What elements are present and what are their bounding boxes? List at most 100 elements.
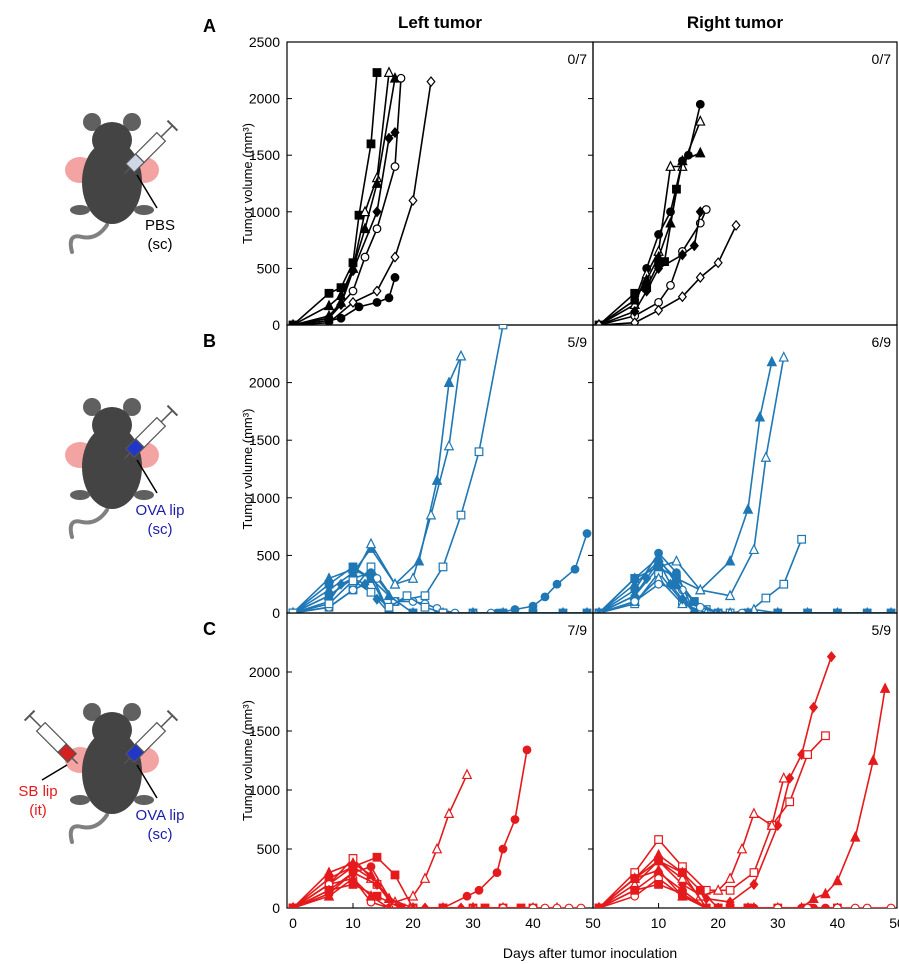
data-point	[629, 293, 640, 305]
series-line	[292, 568, 587, 613]
data-point	[695, 146, 706, 158]
data-point	[372, 68, 382, 77]
data-point	[498, 903, 508, 908]
data-point	[743, 903, 753, 908]
series-line	[598, 871, 838, 908]
injection-label: OVA lip	[136, 807, 185, 824]
data-point	[348, 296, 358, 308]
syringe-icon	[123, 404, 179, 460]
series-line	[598, 152, 701, 325]
left-injection-route-label: (it)	[29, 802, 47, 819]
data-point	[666, 280, 675, 290]
injection-label: OVA lip	[136, 502, 185, 519]
data-point	[510, 605, 520, 613]
y-tick-label: 1500	[249, 432, 280, 448]
data-point	[324, 316, 334, 325]
series-3	[289, 72, 401, 325]
data-point	[407, 572, 419, 583]
syringe-barrel	[134, 416, 167, 449]
data-point	[630, 597, 640, 606]
series-line	[598, 539, 803, 613]
data-point	[737, 608, 747, 613]
data-point	[365, 537, 377, 549]
data-point	[288, 320, 298, 325]
data-point	[886, 903, 896, 908]
series-line	[292, 856, 533, 908]
y-tick-label: 0	[272, 900, 280, 916]
series-line	[598, 778, 785, 908]
data-point	[438, 903, 448, 908]
mouse-illustration-B: OVA lip (sc)	[65, 398, 185, 539]
series-line	[598, 559, 778, 613]
data-point	[390, 273, 400, 282]
data-point	[498, 844, 508, 854]
data-point	[797, 534, 807, 544]
plot-frame	[592, 612, 898, 909]
series-line	[292, 72, 378, 325]
y-tick-label: 1500	[249, 147, 280, 163]
y-tick-label: 500	[257, 260, 281, 276]
y-tick-label: 2500	[249, 34, 280, 50]
series-line	[598, 189, 678, 325]
injection-route-label: (sc)	[148, 521, 173, 538]
syringe-handle	[166, 119, 179, 132]
data-point	[654, 856, 663, 866]
data-point	[498, 325, 508, 330]
data-point	[492, 868, 502, 877]
data-point	[736, 842, 748, 854]
series-line	[292, 78, 396, 325]
leader-line	[136, 459, 158, 494]
data-point	[808, 701, 819, 713]
data-point	[695, 206, 705, 218]
data-point	[347, 563, 359, 574]
data-point	[803, 903, 812, 908]
data-point	[324, 885, 334, 895]
y-tick-label: 2000	[249, 664, 280, 680]
mouse-tail	[68, 508, 109, 539]
y-tick-label: 0	[272, 317, 280, 333]
data-point	[594, 319, 604, 325]
data-point	[383, 66, 395, 77]
data-point	[654, 835, 663, 844]
series-1	[595, 355, 778, 613]
plot-data	[594, 99, 741, 325]
data-point	[372, 297, 382, 307]
series-line	[292, 774, 468, 908]
column-title-right: Right tumor	[687, 13, 784, 32]
panel-B-right: 6/9	[588, 324, 898, 614]
series-line	[292, 877, 581, 908]
data-point	[582, 529, 592, 538]
series-3	[595, 146, 706, 325]
data-point	[407, 890, 419, 901]
data-point	[474, 885, 484, 895]
x-tick-label: 20	[710, 915, 726, 931]
data-point	[678, 889, 687, 899]
data-point	[629, 572, 640, 583]
plot-data	[594, 351, 896, 613]
plot-frame	[592, 324, 898, 614]
data-point	[348, 879, 358, 889]
x-tick-label: 30	[465, 915, 481, 931]
data-point	[540, 903, 550, 908]
data-point	[642, 572, 652, 584]
data-point	[630, 885, 640, 895]
mouse-ear	[123, 398, 141, 416]
data-point	[653, 304, 664, 316]
data-point	[474, 447, 484, 457]
mouse-body	[82, 425, 142, 509]
y-tick-label: 500	[257, 547, 281, 563]
data-point	[384, 293, 394, 303]
data-point	[713, 903, 723, 908]
data-point	[820, 887, 831, 899]
series-5	[594, 548, 896, 613]
mouse-illustration-A: PBS (sc)	[65, 113, 179, 254]
y-tick-label: 500	[257, 841, 281, 857]
data-point	[653, 551, 664, 563]
data-point	[486, 608, 496, 613]
data-point	[456, 902, 466, 908]
x-tick-label: 20	[405, 915, 421, 931]
data-point	[748, 543, 760, 555]
plot-data	[288, 325, 592, 613]
data-point	[372, 285, 382, 297]
series-2	[594, 731, 830, 908]
